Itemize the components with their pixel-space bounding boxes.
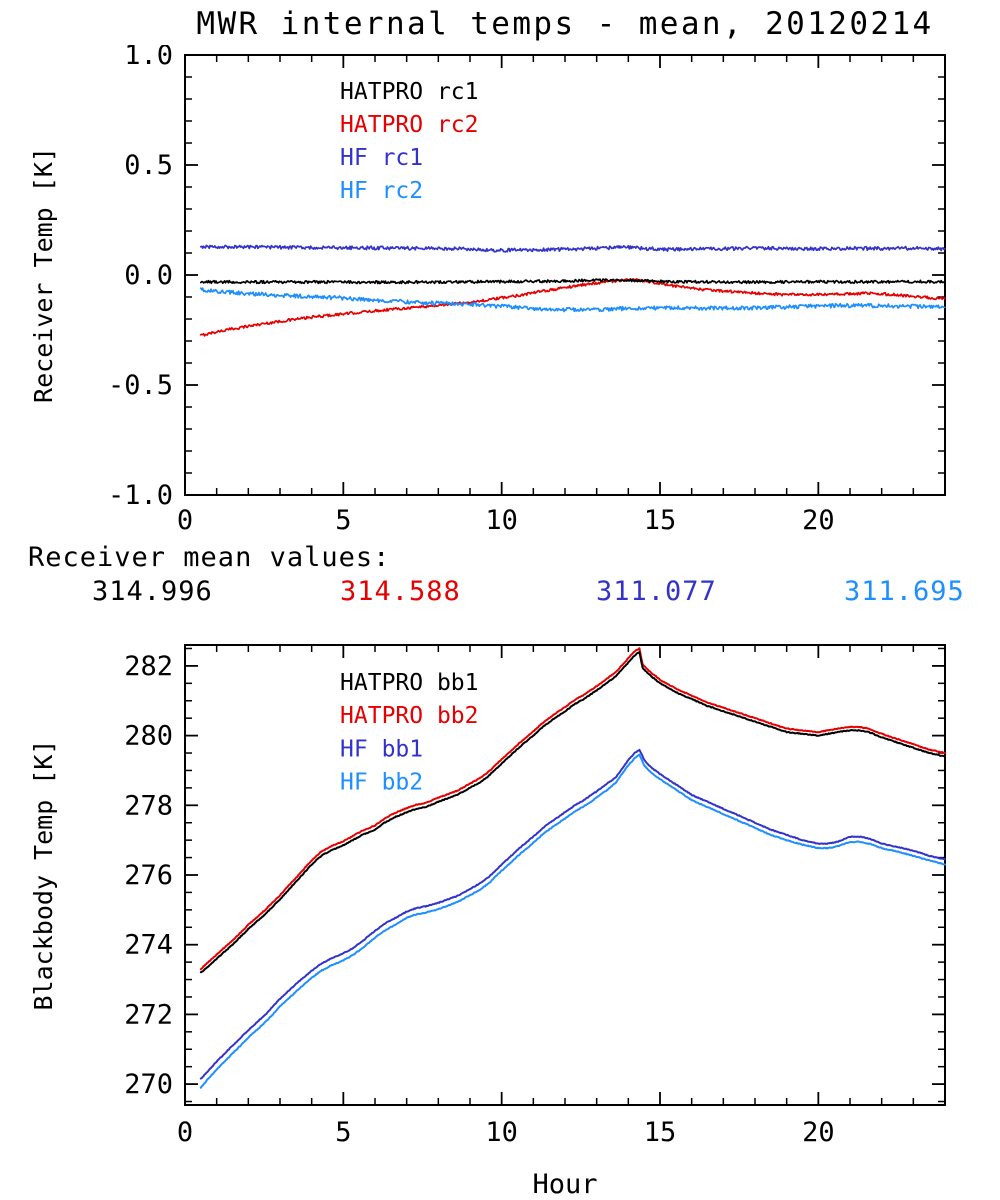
receiver-mean-value-1: 314.588 bbox=[340, 576, 461, 607]
series-hf-rc2 bbox=[199, 287, 946, 313]
svg-text:280: 280 bbox=[124, 721, 173, 752]
y-axis-label: Receiver Temp [K] bbox=[29, 147, 58, 403]
series-hatpro-bb2 bbox=[199, 647, 946, 971]
receiver-temp-chart: 0 5 10 15 20 -1.0 -0.5 0.0 0.5 1.0 HATPRO rc1 HATPR… bbox=[29, 45, 946, 536]
svg-text:0.0: 0.0 bbox=[124, 260, 173, 291]
legend-entry-hatpro-bb1: HATPRO bb1 bbox=[340, 670, 478, 696]
legend-entry-hf-bb2: HF bb2 bbox=[340, 769, 423, 795]
chart-title: MWR internal temps - mean, 20120214 bbox=[196, 6, 934, 42]
legend-entry-hatpro-bb2: HATPRO bb2 bbox=[340, 703, 478, 729]
legend-entry-hf-rc1: HF rc1 bbox=[340, 145, 423, 171]
legend-entry-hf-bb1: HF bb1 bbox=[340, 736, 423, 762]
svg-text:15: 15 bbox=[644, 1117, 677, 1148]
legend-entry-hatpro-rc1: HATPRO rc1 bbox=[340, 79, 478, 105]
receiver-mean-label: Receiver mean values: bbox=[28, 542, 391, 573]
svg-text:282: 282 bbox=[124, 651, 173, 682]
receiver-mean-value-2: 311.077 bbox=[596, 576, 717, 607]
y-axis-label: Blackbody Temp [K] bbox=[29, 740, 58, 1011]
svg-text:-1.0: -1.0 bbox=[108, 480, 173, 511]
svg-text:15: 15 bbox=[644, 505, 677, 536]
svg-text:5: 5 bbox=[335, 1117, 351, 1148]
svg-text:10: 10 bbox=[485, 505, 518, 536]
svg-text:278: 278 bbox=[124, 790, 173, 821]
series-hf-bb2 bbox=[199, 753, 946, 1089]
series-hatpro-bb1 bbox=[199, 651, 946, 974]
svg-text:-0.5: -0.5 bbox=[108, 370, 173, 401]
svg-text:20: 20 bbox=[802, 505, 835, 536]
receiver-mean-value-3: 311.695 bbox=[844, 576, 965, 607]
x-axis-label: Hour bbox=[532, 1169, 597, 1200]
svg-text:1.0: 1.0 bbox=[124, 45, 173, 71]
svg-text:20: 20 bbox=[802, 1117, 835, 1148]
svg-text:274: 274 bbox=[124, 930, 173, 961]
svg-text:276: 276 bbox=[124, 860, 173, 891]
legend-entry-hf-rc2: HF rc2 bbox=[340, 178, 423, 204]
svg-text:10: 10 bbox=[485, 1117, 518, 1148]
receiver-mean-value-0: 314.996 bbox=[92, 576, 213, 607]
svg-text:0: 0 bbox=[177, 1117, 193, 1148]
series-hatpro-rc2 bbox=[199, 278, 946, 337]
series-hf-bb1 bbox=[199, 748, 946, 1080]
series-hatpro-rc1 bbox=[199, 278, 946, 285]
svg-text:270: 270 bbox=[124, 1069, 173, 1100]
svg-text:272: 272 bbox=[124, 999, 173, 1030]
legend-entry-hatpro-rc2: HATPRO rc2 bbox=[340, 112, 478, 138]
series-hf-rc1 bbox=[199, 244, 946, 253]
blackbody-temp-chart: 0 5 10 15 20 270 272 274 276 278 280 282 HATPRO bb1 H… bbox=[29, 644, 946, 1200]
svg-text:0: 0 bbox=[177, 505, 193, 536]
svg-text:5: 5 bbox=[335, 505, 351, 536]
svg-text:0.5: 0.5 bbox=[124, 150, 173, 181]
